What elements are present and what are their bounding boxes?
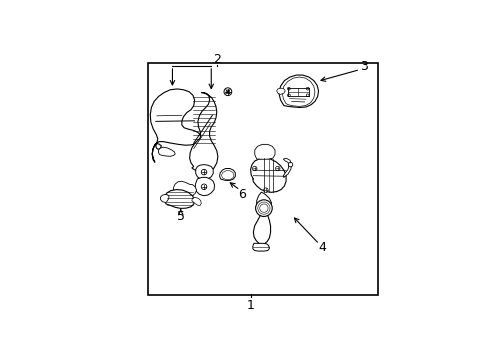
Polygon shape [189,93,218,173]
Text: 3: 3 [360,60,367,73]
Circle shape [255,200,272,216]
Circle shape [275,166,280,171]
Circle shape [288,162,292,167]
Circle shape [224,88,231,96]
Polygon shape [276,88,285,94]
Polygon shape [282,77,314,107]
Circle shape [226,90,229,93]
Polygon shape [278,75,318,108]
Polygon shape [164,190,194,208]
Circle shape [287,87,290,90]
Circle shape [305,94,308,97]
Text: 2: 2 [213,53,221,66]
Circle shape [305,87,308,90]
Text: 1: 1 [246,299,254,312]
Text: 4: 4 [318,241,326,254]
Polygon shape [191,197,201,205]
Polygon shape [252,243,269,251]
Polygon shape [158,147,175,156]
Text: 5: 5 [176,210,184,223]
Polygon shape [250,158,285,192]
Polygon shape [195,165,213,180]
Polygon shape [256,192,271,213]
Polygon shape [195,177,214,195]
Polygon shape [173,181,196,197]
Bar [148,63,377,296]
Polygon shape [160,194,168,203]
Circle shape [252,166,257,171]
Polygon shape [283,158,291,177]
Circle shape [201,169,206,175]
Circle shape [287,94,290,97]
Text: 6: 6 [238,188,246,201]
Polygon shape [219,168,235,180]
Polygon shape [150,89,201,162]
Circle shape [201,184,206,190]
Circle shape [263,188,267,192]
Polygon shape [254,144,274,159]
